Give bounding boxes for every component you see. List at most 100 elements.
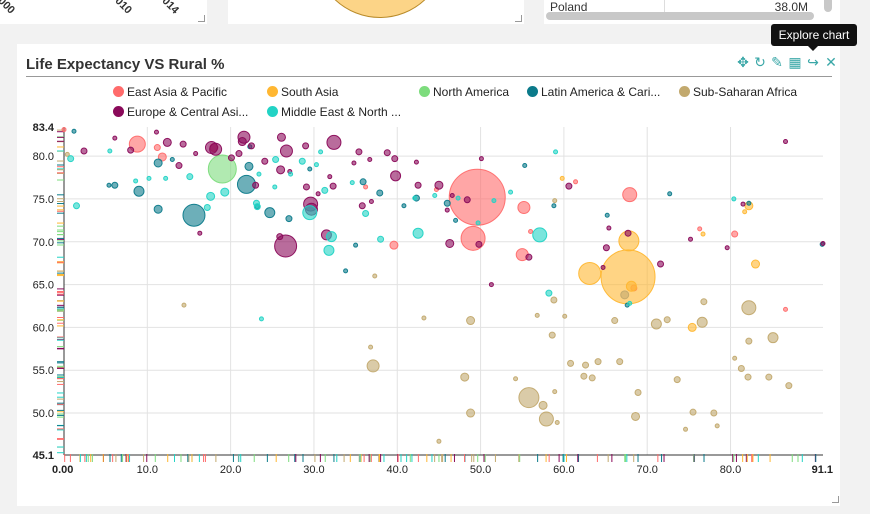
tooltip: Explore chart [771, 24, 857, 46]
share-icon[interactable]: ↪ [807, 54, 819, 70]
point-middle-east-north [206, 191, 216, 201]
point-middle-east-north [349, 180, 355, 186]
point-latin-america-cari [359, 178, 367, 186]
point-east-asia-pacific [731, 230, 739, 238]
point-europe-central-asi [326, 134, 342, 150]
point-middle-east-north [163, 175, 169, 181]
x-tick-label: 70.0 [636, 464, 657, 476]
point-middle-east-north [107, 148, 113, 154]
point-sub-saharan-africa [710, 409, 718, 417]
x-tick-label: 60.0 [553, 464, 574, 476]
point-europe-central-asi [237, 130, 251, 144]
point-europe-central-asi [327, 174, 333, 180]
vertical-scrollbar[interactable] [824, 0, 832, 12]
point-europe-central-asi [414, 181, 422, 189]
refresh-icon[interactable]: ↻ [754, 54, 766, 70]
point-middle-east-north [203, 204, 211, 212]
point-sub-saharan-africa [620, 290, 630, 300]
point-middle-east-north [475, 220, 481, 226]
value-cell: 38.0M [774, 0, 808, 14]
chart-title: Life Expectancy VS Rural % [26, 56, 225, 73]
point-sub-saharan-africa [552, 198, 558, 204]
point-east-asia-pacific [157, 152, 167, 162]
point-latin-america-cari [153, 158, 163, 168]
resize-handle-icon[interactable] [198, 15, 205, 22]
edit-icon[interactable]: ✎ [771, 54, 783, 70]
point-sub-saharan-africa [714, 423, 720, 429]
point-sub-saharan-africa [460, 372, 470, 382]
point-sub-saharan-africa [513, 376, 519, 382]
point-europe-central-asi [227, 154, 235, 162]
point-sub-saharan-africa [562, 313, 568, 319]
point-europe-central-asi [112, 135, 118, 141]
point-middle-east-north [186, 173, 194, 181]
point-europe-central-asi [434, 180, 444, 190]
point-east-asia-pacific [528, 228, 534, 234]
point-latin-america-cari [169, 157, 175, 163]
point-sub-saharan-africa [700, 298, 708, 306]
point-middle-east-north [545, 289, 553, 297]
point-europe-central-asi [179, 140, 187, 148]
point-europe-central-asi [724, 245, 730, 251]
point-east-asia-pacific [573, 179, 579, 185]
legend-color-icon [113, 106, 124, 117]
point-latin-america-cari [182, 203, 206, 227]
table-icon[interactable]: ▦ [788, 54, 802, 70]
point-middle-east-north [325, 231, 337, 243]
y-tick-label: 83.4 [33, 122, 55, 134]
x-tick-label: 0.00 [52, 464, 73, 476]
point-sub-saharan-africa [588, 374, 596, 382]
y-tick-label: 55.0 [33, 365, 54, 377]
point-europe-central-asi [606, 225, 612, 231]
point-europe-central-asi [368, 199, 374, 205]
point-europe-central-asi [162, 137, 172, 147]
point-sub-saharan-africa [372, 273, 378, 279]
point-europe-central-asi [445, 238, 455, 248]
point-europe-central-asi [247, 142, 255, 150]
point-middle-east-north [362, 209, 370, 217]
horizontal-scrollbar[interactable] [546, 12, 814, 20]
point-europe-central-asi [279, 144, 293, 158]
move-icon[interactable]: ✥ [737, 54, 749, 70]
resize-handle-icon[interactable] [832, 496, 839, 503]
point-middle-east-north [412, 195, 418, 201]
point-middle-east-north [323, 244, 335, 256]
point-sub-saharan-africa [745, 337, 753, 345]
point-middle-east-north [253, 203, 261, 211]
point-europe-central-asi [315, 191, 321, 197]
point-sub-saharan-africa [696, 316, 708, 328]
tooltip-arrow [808, 46, 818, 51]
point-east-asia-pacific [460, 225, 486, 251]
point-east-asia-pacific [389, 240, 399, 250]
point-sub-saharan-africa [582, 361, 590, 369]
legend-color-icon [267, 86, 278, 97]
point-europe-central-asi [197, 230, 203, 236]
y-tick-label: 75.0 [33, 194, 54, 206]
point-europe-central-asi [276, 132, 286, 142]
point-south-asia [742, 209, 748, 215]
point-middle-east-north [72, 202, 80, 210]
x-tick-label: 50.0 [470, 464, 491, 476]
point-middle-east-north [313, 162, 319, 168]
point-sub-saharan-africa [741, 300, 757, 316]
point-sub-saharan-africa [594, 358, 602, 366]
point-latin-america-cari [746, 200, 752, 206]
table-row: Poland 38.0M [544, 0, 840, 14]
y-tick-label: 50.0 [33, 408, 54, 420]
point-east-asia-pacific [363, 184, 369, 190]
point-latin-america-cari [244, 161, 254, 171]
point-south-asia [700, 231, 706, 237]
point-middle-east-north [731, 196, 737, 202]
point-sub-saharan-africa [765, 373, 773, 381]
resize-handle-icon[interactable] [515, 15, 522, 22]
point-latin-america-cari [264, 207, 276, 219]
point-sub-saharan-africa [368, 344, 374, 350]
top-mid-panel [228, 0, 524, 24]
point-europe-central-asi [358, 202, 366, 210]
close-icon[interactable]: ✕ [825, 54, 837, 70]
point-europe-central-asi [355, 148, 363, 156]
point-north-america [207, 154, 237, 184]
point-europe-central-asi [261, 157, 269, 165]
point-middle-east-north [133, 178, 139, 184]
